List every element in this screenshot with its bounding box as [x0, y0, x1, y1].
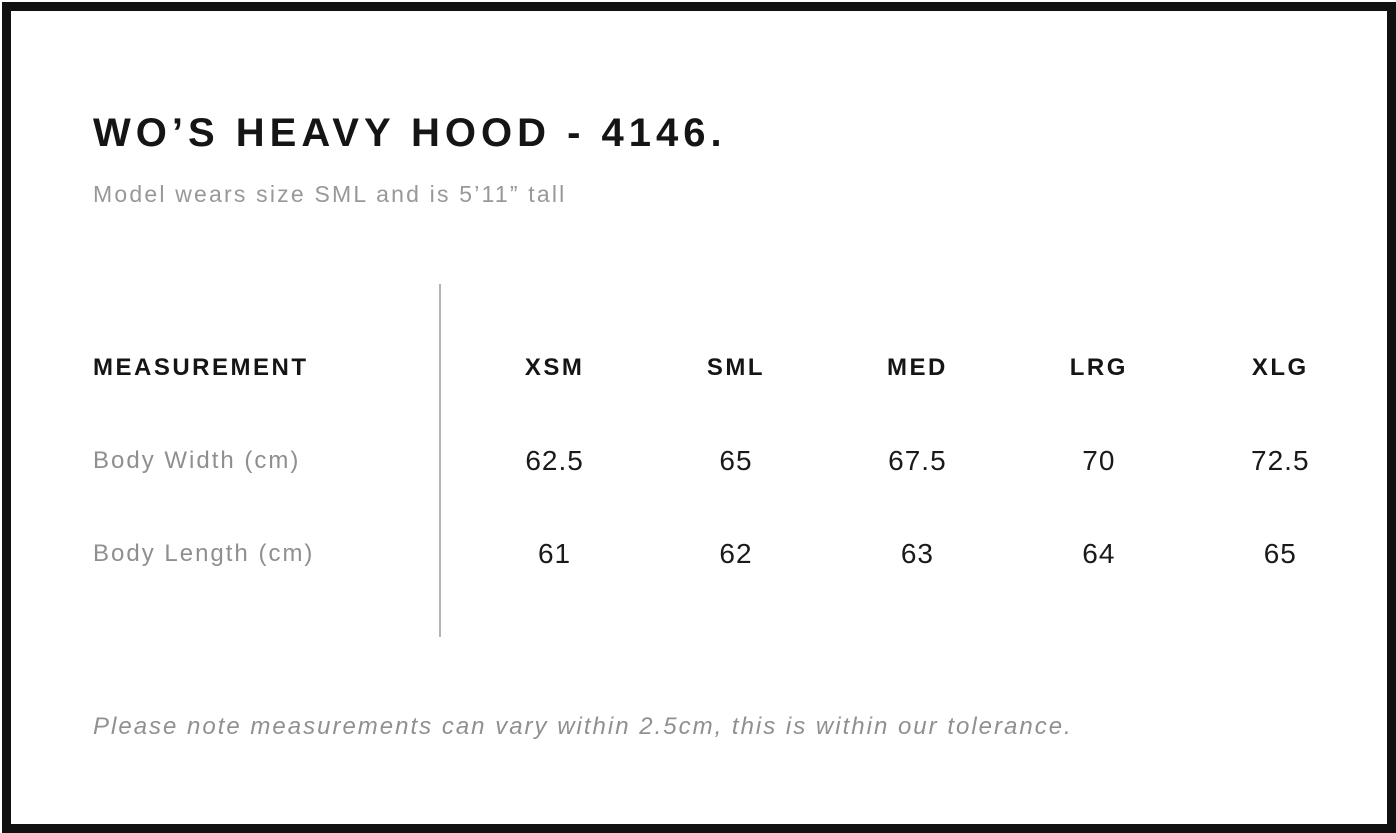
col-header-sml: SML [706, 353, 766, 381]
table-row-body-length: Body Length (cm) 61 62 63 64 65 [93, 507, 1371, 600]
cell-body-width-med: 67.5 [888, 444, 947, 476]
cell-body-length-lrg: 64 [1082, 537, 1116, 569]
col-header-measurement: MEASUREMENT [93, 353, 309, 381]
col-header-xlg: XLG [1251, 353, 1309, 381]
size-table-header-row: MEASUREMENT XSM SML MED LRG XLG [93, 321, 1371, 414]
col-header-xsm: XSM [524, 353, 585, 381]
page-title: WO’S HEAVY HOOD - 4146. [93, 111, 727, 155]
column-divider-line [439, 284, 441, 637]
col-header-lrg: LRG [1069, 353, 1128, 381]
cell-body-width-xsm: 62.5 [525, 444, 584, 476]
col-header-med: MED [886, 353, 948, 381]
cell-body-width-xlg: 72.5 [1251, 444, 1310, 476]
cell-body-length-xlg: 65 [1263, 537, 1297, 569]
row-label-body-length: Body Length (cm) [93, 539, 315, 567]
cell-body-width-lrg: 70 [1082, 444, 1116, 476]
size-chart-table: MEASUREMENT XSM SML MED LRG XLG Body Wid… [93, 321, 1371, 600]
cell-body-length-sml: 62 [719, 537, 753, 569]
cell-body-length-med: 63 [900, 537, 934, 569]
cell-body-width-sml: 65 [719, 444, 753, 476]
table-row-body-width: Body Width (cm) 62.5 65 67.5 70 72.5 [93, 414, 1371, 507]
tolerance-note: Please note measurements can vary within… [93, 713, 1073, 740]
model-size-note: Model wears size SML and is 5’11” tall [93, 181, 567, 207]
row-label-body-width: Body Width (cm) [93, 446, 301, 474]
cell-body-length-xsm: 61 [537, 537, 572, 569]
